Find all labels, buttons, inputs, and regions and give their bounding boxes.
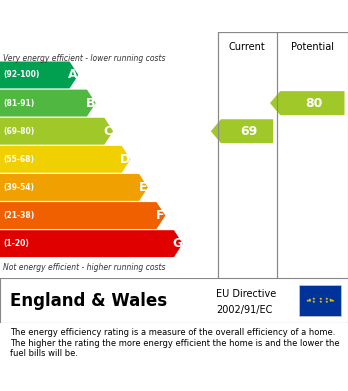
- Text: Very energy efficient - lower running costs: Very energy efficient - lower running co…: [3, 54, 166, 63]
- Polygon shape: [0, 230, 183, 257]
- Text: (81-91): (81-91): [3, 99, 35, 108]
- Text: A: A: [68, 68, 78, 81]
- Text: ★: ★: [329, 299, 333, 303]
- FancyBboxPatch shape: [299, 285, 341, 316]
- Polygon shape: [0, 146, 130, 173]
- Polygon shape: [0, 202, 165, 229]
- Text: (69-80): (69-80): [3, 127, 35, 136]
- Polygon shape: [0, 90, 96, 117]
- Text: C: C: [103, 125, 112, 138]
- Text: B: B: [86, 97, 95, 109]
- Text: G: G: [172, 237, 183, 250]
- Text: 69: 69: [240, 125, 258, 138]
- Text: (21-38): (21-38): [3, 211, 35, 220]
- Polygon shape: [0, 61, 78, 88]
- Text: E: E: [139, 181, 147, 194]
- Text: (92-100): (92-100): [3, 70, 40, 79]
- Text: 2002/91/EC: 2002/91/EC: [216, 305, 272, 314]
- Text: EU Directive: EU Directive: [216, 289, 276, 299]
- Text: ★: ★: [308, 298, 311, 302]
- Text: ★: ★: [306, 298, 310, 303]
- Text: Current: Current: [229, 42, 266, 52]
- Text: (39-54): (39-54): [3, 183, 34, 192]
- Text: ★: ★: [329, 298, 333, 302]
- Polygon shape: [270, 91, 345, 115]
- Polygon shape: [0, 118, 113, 145]
- Text: The energy efficiency rating is a measure of the overall efficiency of a home. T: The energy efficiency rating is a measur…: [10, 328, 340, 358]
- Text: 80: 80: [306, 97, 323, 109]
- Text: Energy Efficiency Rating: Energy Efficiency Rating: [10, 9, 220, 23]
- Text: F: F: [156, 209, 164, 222]
- Polygon shape: [0, 174, 148, 201]
- Polygon shape: [211, 119, 273, 143]
- Text: (1-20): (1-20): [3, 239, 29, 248]
- Text: ★: ★: [308, 299, 311, 303]
- Text: England & Wales: England & Wales: [10, 292, 168, 310]
- Text: ★: ★: [324, 300, 328, 304]
- Text: ★: ★: [318, 300, 322, 304]
- Text: ★: ★: [312, 300, 316, 304]
- Text: ★: ★: [312, 297, 316, 301]
- Text: ★: ★: [331, 298, 334, 303]
- Text: D: D: [120, 153, 130, 166]
- Text: (55-68): (55-68): [3, 155, 34, 164]
- Text: Not energy efficient - higher running costs: Not energy efficient - higher running co…: [3, 263, 166, 272]
- Text: Potential: Potential: [291, 42, 334, 52]
- Text: ★: ★: [318, 297, 322, 301]
- Text: ★: ★: [324, 297, 328, 301]
